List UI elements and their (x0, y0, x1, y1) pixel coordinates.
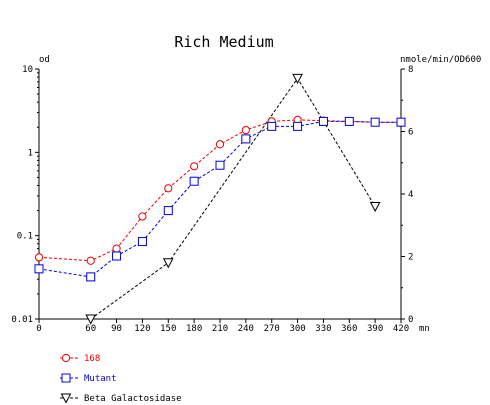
x-tick-label: 60 (85, 324, 96, 334)
data-point (215, 160, 225, 170)
x-tick-label: 330 (315, 324, 331, 334)
y-right-tick-label: 6 (408, 128, 413, 138)
x-tick-label: 420 (393, 324, 409, 334)
legend-marker (60, 393, 72, 404)
chart-title: Rich Medium (174, 33, 273, 51)
data-point (189, 176, 199, 186)
data-point (344, 116, 354, 126)
data-point (164, 184, 173, 193)
y-right-tick-label: 0 (408, 315, 413, 325)
y-left-tick-label: 0.01 (11, 315, 33, 325)
x-tick-label: 390 (367, 324, 383, 334)
y-left-tick-label: 10 (22, 65, 33, 75)
x-tick-label: 150 (160, 324, 176, 334)
series-line-2 (90, 77, 376, 320)
legend-marker (61, 353, 71, 363)
data-point (138, 212, 147, 221)
x-tick-label: 120 (134, 324, 150, 334)
data-point (318, 116, 328, 126)
data-point (163, 206, 173, 216)
y-right-axis-label: nmole/min/OD600 (400, 55, 481, 65)
y-right-tick-label: 2 (408, 253, 413, 263)
data-point (34, 264, 44, 274)
data-point (85, 314, 97, 325)
x-tick-label: 180 (186, 324, 202, 334)
data-point (190, 162, 199, 171)
legend-label: Mutant (84, 374, 117, 384)
data-point (86, 256, 95, 265)
legend-label: Beta Galactosidase (84, 394, 182, 404)
y-right-tick-label: 8 (408, 65, 413, 75)
legend-marker (61, 373, 71, 383)
data-point (267, 121, 277, 131)
data-point (34, 253, 44, 262)
x-tick-label: 210 (212, 324, 228, 334)
data-point (215, 140, 225, 149)
data-point (241, 134, 251, 144)
data-point (241, 125, 250, 135)
data-point (370, 117, 380, 127)
data-point (396, 117, 406, 127)
data-point (293, 121, 303, 131)
x-tick-label: 0 (36, 324, 41, 334)
x-axis-unit-label: mn (419, 324, 430, 334)
y-left-tick-label: 1 (28, 148, 33, 158)
y-left-tick-label: 0.1 (17, 232, 33, 242)
data-point (112, 251, 122, 261)
x-tick-label: 90 (111, 324, 122, 334)
legend-label: 168 (84, 354, 100, 364)
data-point (86, 272, 96, 282)
x-tick-label: 240 (238, 324, 254, 334)
data-point (112, 244, 121, 253)
data-point (162, 258, 174, 269)
data-point (137, 237, 147, 247)
y-right-tick-label: 4 (408, 190, 413, 200)
x-tick-label: 270 (264, 324, 280, 334)
x-tick-label: 300 (289, 324, 305, 334)
x-tick-label: 360 (341, 324, 357, 334)
data-point (369, 202, 381, 213)
y-left-axis-label: od (39, 55, 50, 65)
data-point (292, 73, 303, 84)
